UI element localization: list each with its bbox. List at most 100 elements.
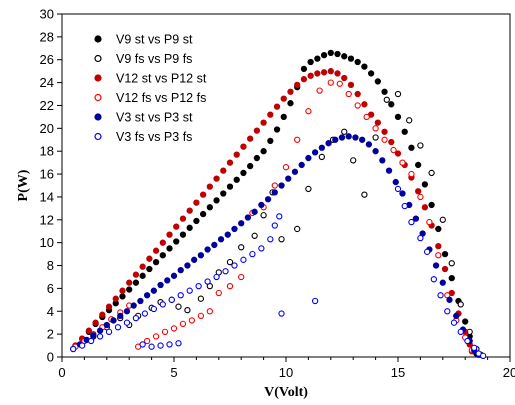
data-point bbox=[123, 319, 131, 326]
data-point bbox=[150, 287, 157, 294]
data-point bbox=[213, 175, 220, 182]
y-tick-label: 28 bbox=[40, 29, 54, 44]
data-point bbox=[220, 167, 227, 174]
data-point bbox=[361, 101, 368, 108]
y-tick-label: 12 bbox=[40, 212, 54, 227]
x-axis-title: V(Volt) bbox=[264, 385, 308, 400]
data-point bbox=[354, 102, 361, 109]
data-point bbox=[383, 96, 390, 103]
legend: V9 st vs P9 st V9 fs vs P9 fs V12 st vs P1… bbox=[94, 33, 207, 144]
data-point bbox=[85, 327, 93, 334]
data-point bbox=[430, 276, 437, 283]
data-point bbox=[126, 279, 133, 286]
data-point bbox=[415, 161, 422, 169]
data-point bbox=[103, 321, 110, 329]
data-point bbox=[231, 225, 238, 233]
data-point bbox=[90, 332, 97, 339]
data-point bbox=[166, 341, 173, 348]
y-tick-label: 6 bbox=[47, 281, 54, 296]
data-point bbox=[441, 265, 449, 273]
data-point bbox=[361, 191, 368, 198]
data-point bbox=[191, 256, 198, 263]
data-point bbox=[152, 247, 160, 254]
data-point bbox=[417, 234, 424, 242]
data-point bbox=[291, 168, 299, 175]
data-point bbox=[197, 312, 205, 319]
y-tick-label: 26 bbox=[40, 52, 54, 67]
legend-label: V3 st vs P3 st bbox=[116, 111, 193, 125]
data-point bbox=[401, 202, 408, 210]
data-point bbox=[423, 248, 431, 255]
data-point bbox=[132, 314, 140, 322]
data-point bbox=[177, 292, 184, 299]
data-point bbox=[150, 305, 157, 313]
data-point bbox=[446, 296, 453, 303]
data-point bbox=[354, 90, 361, 98]
data-point bbox=[273, 103, 281, 110]
data-point bbox=[415, 188, 422, 195]
data-point bbox=[294, 225, 301, 233]
data-point bbox=[379, 157, 386, 164]
data-point bbox=[294, 136, 301, 143]
data-point bbox=[220, 190, 227, 197]
series-6 bbox=[70, 185, 487, 360]
data-point bbox=[394, 113, 402, 121]
data-point bbox=[464, 337, 471, 345]
data-point bbox=[123, 308, 131, 315]
data-point bbox=[193, 199, 200, 206]
data-point bbox=[327, 68, 334, 75]
y-tick-label: 10 bbox=[40, 235, 54, 250]
data-point bbox=[399, 159, 406, 166]
data-point bbox=[399, 190, 406, 197]
legend-marker bbox=[94, 35, 102, 43]
data-point bbox=[305, 185, 312, 193]
data-point bbox=[258, 245, 265, 252]
data-point bbox=[278, 182, 285, 189]
data-point bbox=[432, 262, 440, 269]
data-point bbox=[258, 201, 265, 209]
data-point bbox=[381, 88, 388, 95]
x-tick-label: 0 bbox=[58, 365, 65, 380]
data-point bbox=[137, 297, 144, 305]
data-point bbox=[244, 214, 252, 221]
data-point bbox=[341, 128, 348, 135]
data-point bbox=[238, 244, 245, 251]
data-point bbox=[462, 318, 469, 325]
data-point bbox=[188, 317, 196, 324]
data-point bbox=[385, 167, 393, 174]
data-point bbox=[251, 232, 258, 239]
data-point bbox=[334, 50, 341, 58]
data-point bbox=[132, 271, 140, 278]
data-point bbox=[175, 340, 182, 347]
data-point bbox=[457, 328, 464, 335]
data-point bbox=[238, 273, 245, 281]
data-point bbox=[117, 312, 124, 319]
data-point bbox=[132, 279, 140, 286]
legend-marker bbox=[94, 93, 102, 102]
data-point bbox=[157, 342, 164, 349]
data-point bbox=[249, 250, 256, 258]
data-point bbox=[305, 154, 312, 162]
data-point bbox=[278, 236, 285, 243]
data-point bbox=[233, 151, 240, 158]
data-point bbox=[213, 197, 220, 204]
x-tick-label: 20 bbox=[503, 365, 515, 380]
data-point bbox=[336, 80, 343, 87]
y-tick-label: 30 bbox=[40, 7, 54, 22]
data-point bbox=[267, 111, 274, 118]
data-point bbox=[347, 81, 355, 89]
data-point bbox=[199, 210, 207, 218]
data-point bbox=[260, 212, 267, 219]
legend-label: V12 st vs P12 st bbox=[116, 72, 207, 86]
data-point bbox=[197, 252, 205, 259]
y-tick-label: 14 bbox=[40, 189, 54, 204]
data-point bbox=[143, 337, 151, 345]
data-point bbox=[186, 287, 193, 294]
data-point bbox=[276, 213, 283, 220]
data-point bbox=[231, 262, 238, 269]
data-point bbox=[300, 65, 308, 73]
y-tick-label: 24 bbox=[40, 75, 54, 90]
legend-label: V9 fs vs P9 fs bbox=[116, 52, 192, 66]
data-point bbox=[240, 143, 247, 150]
data-point bbox=[96, 327, 104, 334]
